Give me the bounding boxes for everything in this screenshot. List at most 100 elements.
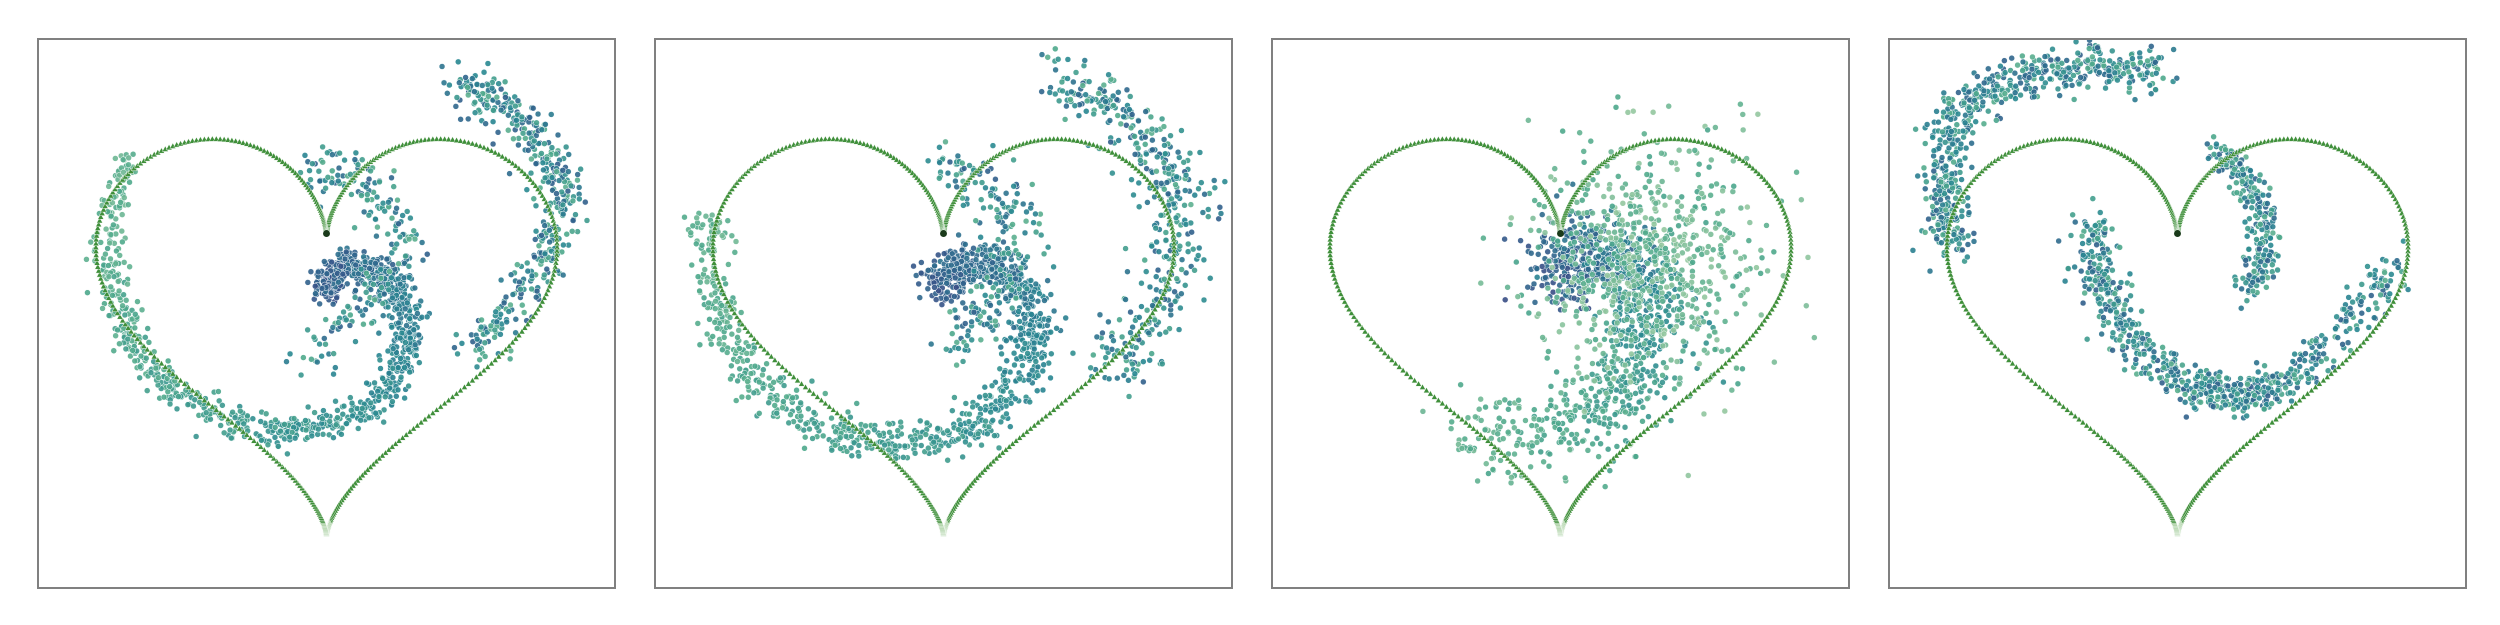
scatter-point [1041, 297, 1048, 304]
scatter-point [969, 422, 977, 430]
scatter-point [805, 405, 812, 413]
scatter-point [532, 202, 540, 210]
scatter-point [801, 445, 808, 452]
scatter-point [388, 249, 396, 257]
scatter-point [1652, 362, 1660, 370]
scatter-point [1588, 371, 1596, 378]
boundary-marker [264, 449, 271, 456]
boundary-marker [782, 366, 790, 373]
boundary-marker [978, 469, 986, 476]
scatter-point [1461, 435, 1469, 443]
boundary-marker [1093, 142, 1101, 149]
boundary-marker [216, 135, 224, 142]
scatter-point [366, 265, 373, 272]
scatter-point [340, 402, 348, 410]
scatter-point [962, 438, 969, 446]
scatter-point [1097, 103, 1105, 110]
scatter-point [559, 167, 566, 174]
scatter-point [575, 184, 583, 191]
scatter-point [891, 442, 899, 450]
boundary-marker [1132, 164, 1140, 171]
scatter-point [972, 217, 979, 224]
scatter-point [734, 358, 741, 365]
scatter-point [932, 296, 940, 303]
scatter-point [395, 260, 402, 267]
scatter-point [1595, 453, 1602, 460]
scatter-point [301, 152, 309, 159]
scatter-point [326, 418, 333, 425]
scatter-point [1200, 256, 1208, 264]
boundary-marker [103, 199, 111, 206]
scatter-point [562, 143, 570, 151]
scatter-point [321, 335, 328, 342]
scatter-point [559, 210, 567, 218]
boundary-marker [750, 335, 758, 342]
scatter-point [1191, 191, 1198, 199]
boundary-marker [524, 173, 532, 180]
scatter-point [711, 319, 718, 326]
boundary-marker [845, 419, 853, 426]
scatter-point [1149, 146, 1156, 154]
boundary-marker [461, 138, 468, 145]
boundary-marker [111, 185, 119, 192]
scatter-point [385, 198, 392, 206]
boundary-marker [515, 164, 523, 171]
boundary-marker [480, 366, 488, 373]
boundary-marker [189, 386, 196, 394]
scatter-point [1024, 350, 1031, 357]
scatter-point [1198, 179, 1205, 186]
scatter-point [696, 341, 704, 348]
scatter-point [1022, 217, 1030, 225]
scatter-point [510, 135, 517, 143]
boundary-marker [867, 437, 875, 444]
scatter-point [315, 425, 322, 433]
scatter-point [950, 255, 958, 263]
scatter-point [376, 356, 384, 364]
scatter-point [1160, 123, 1168, 130]
scatter-point [1015, 251, 1022, 258]
scatter-point [118, 211, 126, 218]
scatter-point [972, 256, 980, 263]
boundary-marker [1116, 349, 1123, 356]
boundary-marker [105, 294, 113, 301]
scatter-point [1612, 395, 1619, 402]
scatter-point [359, 156, 366, 163]
boundary-marker [1135, 167, 1143, 174]
boundary-marker [410, 425, 417, 432]
boundary-marker [1146, 313, 1154, 320]
scatter-point [1123, 86, 1131, 94]
boundary-marker [437, 403, 444, 410]
scatter-point [698, 256, 705, 264]
scatter-point [1105, 318, 1112, 326]
scatter-point [316, 300, 323, 308]
scatter-point [324, 174, 332, 181]
scatter-point [318, 285, 326, 292]
scatter-point [492, 308, 499, 316]
scatter-point [1488, 455, 1495, 462]
scatter-point [1178, 127, 1185, 134]
scatter-point [244, 412, 251, 420]
scatter-point [514, 97, 522, 104]
scatter-point [711, 289, 719, 297]
scatter-point [987, 408, 994, 416]
scatter-point [1105, 375, 1113, 383]
scatter-point [389, 345, 397, 352]
scatter-point [1171, 298, 1179, 305]
scatter-point [386, 384, 393, 392]
scatter-point [720, 275, 728, 282]
scatter-point [940, 250, 948, 257]
scatter-point [533, 293, 540, 301]
scatter-point [1064, 56, 1072, 63]
scatter-point [1010, 156, 1017, 164]
scatter-point [1419, 408, 1427, 415]
boundary-marker [257, 443, 265, 450]
scatter-point [438, 63, 446, 70]
scatter-point [1187, 201, 1195, 208]
scatter-point [1653, 389, 1661, 397]
scatter-point [966, 162, 973, 169]
scatter-point [956, 288, 964, 295]
scatter-point [1504, 469, 1512, 476]
scatter-point [540, 166, 547, 174]
boundary-marker [224, 136, 232, 143]
scatter-point [401, 305, 409, 313]
